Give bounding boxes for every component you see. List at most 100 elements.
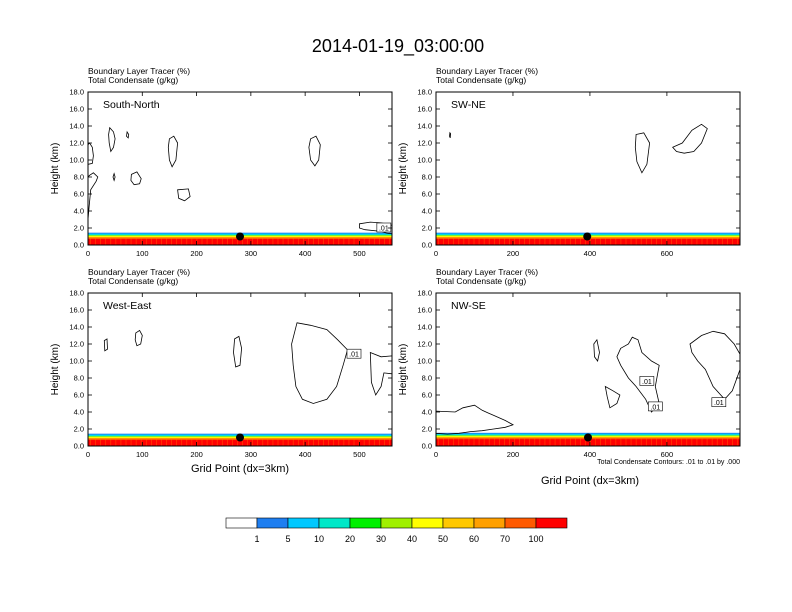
x-tick-label: 300 xyxy=(245,249,258,258)
colorbar-swatch xyxy=(318,517,351,529)
y-tick-label: 16.0 xyxy=(417,105,432,114)
y-tick-label: 8.0 xyxy=(74,374,84,383)
panel-label: South-North xyxy=(103,99,160,111)
y-tick-label: 10.0 xyxy=(69,357,84,366)
x-tick-label: 600 xyxy=(661,450,674,459)
x-tick-label: 600 xyxy=(661,249,674,258)
condensate-contour xyxy=(167,135,179,168)
y-tick-label: 16.0 xyxy=(69,306,84,315)
y-tick-label: 6.0 xyxy=(74,391,84,400)
condensate-contour xyxy=(449,131,452,139)
colorbar-swatch xyxy=(349,517,382,529)
condensate-contour xyxy=(126,130,130,139)
colorbar-label: 40 xyxy=(407,534,417,544)
colorbar-label: 70 xyxy=(500,534,510,544)
contour-label: .01 xyxy=(642,379,652,386)
condensate-contour xyxy=(88,142,94,165)
x-tick-label: 0 xyxy=(86,450,90,459)
contour-label-box xyxy=(648,401,663,412)
condensate-contour xyxy=(134,329,143,347)
colorbar-label: 20 xyxy=(345,534,355,544)
y-tick-label: 10.0 xyxy=(69,156,84,165)
panel-field-title: Boundary Layer Tracer (%) xyxy=(436,267,538,277)
panel-field-title: Boundary Layer Tracer (%) xyxy=(88,267,190,277)
colorbar-label: 5 xyxy=(285,534,290,544)
contour-label-box xyxy=(639,376,655,386)
condensate-contour xyxy=(177,188,191,202)
y-tick-label: 6.0 xyxy=(74,190,84,199)
x-tick-label: 200 xyxy=(507,450,520,459)
panel-label: West-East xyxy=(103,300,151,312)
y-tick-label: 18.0 xyxy=(417,88,432,97)
panel-field-subtitle: Total Condensate (g/kg) xyxy=(88,75,178,85)
colorbar-label: 100 xyxy=(528,534,543,544)
panel-field-subtitle: Total Condensate (g/kg) xyxy=(88,276,178,286)
y-tick-label: 18.0 xyxy=(69,289,84,298)
y-tick-label: 6.0 xyxy=(422,391,432,400)
contour-label-box xyxy=(376,222,392,233)
colorbar-swatch xyxy=(287,517,320,529)
y-tick-label: 4.0 xyxy=(74,207,84,216)
y-tick-label: 2.0 xyxy=(422,425,432,434)
contour-info-note: Total Condensate Contours: .01 to .01 by… xyxy=(597,459,740,466)
figure-title: 2014-01-19_03:00:00 xyxy=(312,36,484,57)
colorbar-swatch xyxy=(411,517,444,529)
y-tick-label: 14.0 xyxy=(69,323,84,332)
x-tick-label: 200 xyxy=(507,249,520,258)
colorbar-label: 30 xyxy=(376,534,386,544)
x-tick-label: 500 xyxy=(353,249,366,258)
plot-frame xyxy=(87,91,393,246)
x-tick-label: 0 xyxy=(434,249,438,258)
y-tick-label: 12.0 xyxy=(69,340,84,349)
condensate-contour xyxy=(88,172,99,220)
x-tick-label: 100 xyxy=(136,450,149,459)
colorbar-label: 10 xyxy=(314,534,324,544)
condensate-contour xyxy=(112,172,116,182)
contour-label: .01 xyxy=(349,352,359,359)
condensate-contour xyxy=(359,221,392,235)
tracer-layer-band xyxy=(88,440,392,446)
y-tick-label: 18.0 xyxy=(69,88,84,97)
panel-field-subtitle: Total Condensate (g/kg) xyxy=(436,276,526,286)
y-tick-label: 16.0 xyxy=(69,105,84,114)
y-tick-label: 12.0 xyxy=(69,139,84,148)
colorbar-swatch xyxy=(225,517,258,529)
condensate-contour xyxy=(108,126,116,153)
y-tick-label: 8.0 xyxy=(422,374,432,383)
colorbar-label: 60 xyxy=(469,534,479,544)
y-tick-label: 2.0 xyxy=(74,425,84,434)
y-tick-label: 12.0 xyxy=(417,139,432,148)
colorbar-swatch xyxy=(473,517,506,529)
contour-label-box xyxy=(711,397,727,407)
condensate-contour xyxy=(233,335,243,368)
y-tick-label: 12.0 xyxy=(417,340,432,349)
contour-label: .01 xyxy=(650,404,660,411)
y-tick-label: 2.0 xyxy=(74,224,84,233)
y-tick-label: 18.0 xyxy=(417,289,432,298)
contour-label: .01 xyxy=(379,226,389,233)
y-axis-label: Height (km) xyxy=(398,344,409,396)
y-tick-label: 4.0 xyxy=(74,408,84,417)
y-tick-label: 0.0 xyxy=(422,241,432,250)
location-marker xyxy=(584,433,592,442)
x-tick-label: 400 xyxy=(584,450,597,459)
contour-label: .01 xyxy=(714,400,724,407)
x-tick-label: 200 xyxy=(190,450,203,459)
condensate-contour xyxy=(616,336,660,413)
colorbar-swatch xyxy=(380,517,413,529)
x-tick-label: 400 xyxy=(299,249,312,258)
condensate-contour xyxy=(634,132,651,174)
y-axis-label: Height (km) xyxy=(50,344,61,396)
condensate-contour xyxy=(130,171,142,186)
colorbar-swatch xyxy=(504,517,537,529)
condensate-contour xyxy=(103,338,108,352)
x-tick-label: 300 xyxy=(245,450,258,459)
y-tick-label: 8.0 xyxy=(422,173,432,182)
condensate-contour xyxy=(291,322,348,404)
condensate-contour xyxy=(308,135,321,167)
y-tick-label: 14.0 xyxy=(69,122,84,131)
x-axis-label: Grid Point (dx=3km) xyxy=(191,463,289,475)
panel-field-title: Boundary Layer Tracer (%) xyxy=(88,66,190,76)
x-tick-label: 400 xyxy=(299,450,312,459)
y-tick-label: 8.0 xyxy=(74,173,84,182)
